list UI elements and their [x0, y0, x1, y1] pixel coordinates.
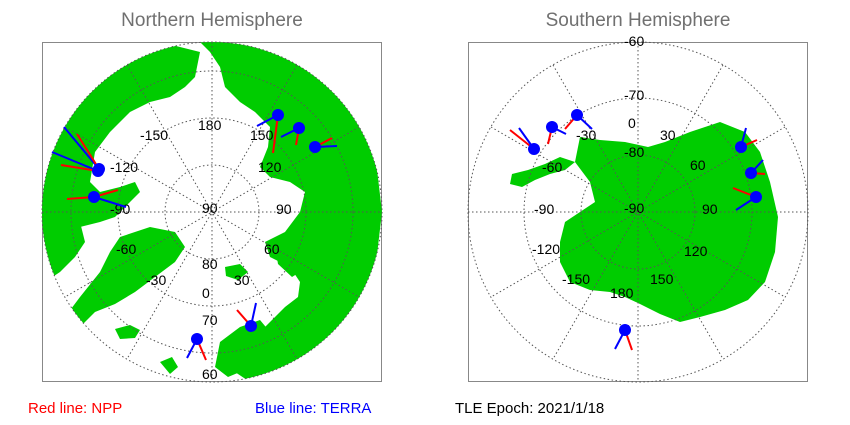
north-lon-labels: 180 150 120 90 60 30 0 -30 -60 -90 -120 …: [110, 117, 292, 301]
south-lat-label: -90: [624, 200, 644, 216]
north-pass-marker: [186, 333, 207, 361]
north-lon-label: 90: [276, 201, 292, 217]
eurasia-landmass: [200, 42, 382, 382]
polar-maps: 180 150 120 90 60 30 0 -30 -60 -90 -120 …: [41, 33, 809, 383]
south-lon-label: -150: [562, 271, 590, 287]
south-lon-label: 90: [702, 201, 718, 217]
south-satellite-passes: [509, 109, 766, 351]
north-lat-label: 70: [202, 312, 218, 328]
north-lon-label: -60: [116, 241, 136, 257]
north-lon-label: 0: [202, 285, 210, 301]
north-lat-label: 80: [202, 256, 218, 272]
south-lat-label: -80: [624, 144, 644, 160]
iceland: [115, 325, 140, 339]
south-meridian-150: [552, 64, 724, 360]
south-pass-marker: [546, 121, 567, 145]
scandinavia: [215, 320, 270, 377]
north-lon-label: -150: [140, 127, 168, 143]
north-pass-marker: [309, 137, 338, 153]
north-meridian-150: [126, 64, 298, 360]
south-pass-marker: [509, 127, 540, 155]
north-map: 180 150 120 90 60 30 0 -30 -60 -90 -120 …: [41, 41, 383, 383]
north-america-landmass: [42, 42, 200, 242]
antarctica: [560, 122, 778, 322]
south-lat-label: -70: [624, 87, 644, 103]
south-lon-label: 120: [684, 243, 708, 259]
south-hemisphere-title: Southern Hemisphere: [545, 10, 731, 31]
north-lat-label: 60: [202, 366, 218, 382]
south-lon-label: 180: [610, 285, 634, 301]
legend-npp: Red line: NPP: [28, 400, 123, 417]
north-lat-labels: 90 80 70 60: [202, 200, 218, 382]
north-pass-marker: [66, 189, 127, 208]
south-pass-marker: [614, 324, 633, 351]
legend-terra: Blue line: TERRA: [255, 400, 372, 417]
south-lon-label: 60: [690, 157, 706, 173]
north-graticule: [41, 41, 383, 383]
north-pass-marker: [236, 302, 257, 332]
south-land: [510, 122, 778, 322]
greenland: [55, 227, 185, 352]
north-satellite-passes: [51, 109, 338, 361]
south-pass-marker: [745, 159, 766, 179]
north-lon-label: -90: [110, 201, 130, 217]
north-meridian-120: [64, 126, 360, 298]
north-lon-label: 120: [258, 159, 282, 175]
south-pass-marker: [564, 109, 593, 130]
weddell-ice: [610, 160, 660, 177]
south-lon-label: -120: [532, 241, 560, 257]
north-lon-label: 180: [198, 117, 222, 133]
north-meridian-60: [64, 126, 360, 298]
north-lon-label: 60: [264, 241, 280, 257]
north-pass-marker: [51, 151, 104, 177]
north-lon-label: -30: [146, 272, 166, 288]
north-meridian-30: [126, 64, 298, 360]
south-lon-label: 30: [660, 127, 676, 143]
north-hemisphere-title: Northern Hemisphere: [121, 10, 303, 31]
north-pass-marker: [256, 109, 284, 154]
tle-epoch: TLE Epoch: 2021/1/18: [455, 400, 605, 417]
south-lon-label: -90: [534, 201, 554, 217]
south-lon-label: 0: [628, 115, 636, 131]
british-isles: [160, 357, 178, 374]
south-lon-label: 150: [650, 271, 674, 287]
south-lat-label: -60: [624, 33, 644, 49]
antarctic-peninsula: [510, 157, 575, 187]
north-lat-label: 90: [202, 200, 218, 216]
south-pass-marker: [735, 127, 758, 153]
south-lon-label: -60: [542, 159, 562, 175]
north-lon-label: 30: [234, 272, 250, 288]
south-lon-label: -30: [576, 127, 596, 143]
south-meridian-60: [490, 126, 786, 298]
south-lat-labels: -90 -80 -70 -60: [624, 33, 644, 216]
north-pass-marker: [280, 122, 305, 146]
north-lon-label: -120: [110, 159, 138, 175]
hudson-bay-area: [42, 292, 60, 322]
south-pass-marker: [732, 187, 762, 211]
svalbard: [225, 264, 248, 280]
canadian-archipelago: [42, 212, 85, 287]
south-map: 0 30 60 90 120 150 180 -150 -120 -90 -60…: [467, 33, 809, 383]
north-lon-label: 150: [250, 127, 274, 143]
south-lon-labels: 0 30 60 90 120 150 180 -150 -120 -90 -60…: [532, 115, 718, 301]
south-meridian-120: [490, 126, 786, 298]
novaya-zemlya: [275, 247, 300, 277]
